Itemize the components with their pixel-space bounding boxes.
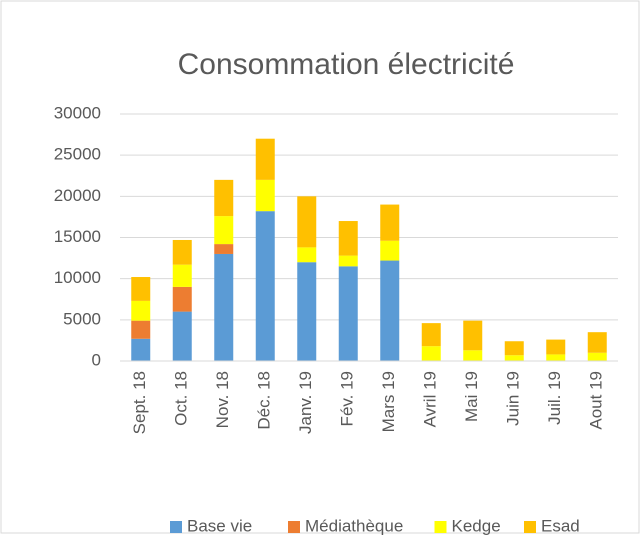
bar-segment [504, 341, 524, 356]
bar-segment [131, 338, 151, 361]
bar-segment [255, 211, 275, 361]
legend-label: Kedge [452, 516, 501, 535]
x-tick-label: Déc. 18 [255, 371, 274, 430]
bar-segment [504, 355, 524, 361]
legend-label: Médiathèque [305, 516, 403, 535]
bar-segment [297, 247, 317, 263]
bar-segment [463, 350, 483, 361]
y-tick-label: 0 [92, 350, 101, 369]
bar-segment [380, 204, 400, 241]
bar-segment [338, 221, 358, 256]
y-tick-label: 5000 [63, 309, 101, 328]
bar-segment [214, 244, 234, 254]
bar-segment [131, 277, 151, 301]
bar-segment [297, 196, 317, 248]
bar-segment [214, 253, 234, 361]
bar-segment [338, 266, 358, 361]
x-tick-label: Nov. 18 [213, 371, 232, 428]
bar-segment [380, 240, 400, 261]
bar-segment [338, 255, 358, 267]
legend-swatch [288, 521, 300, 533]
x-tick-label: Oct. 18 [172, 371, 191, 426]
bar-segment [131, 320, 151, 339]
x-tick-label: Juin 19 [504, 371, 523, 426]
bar-segment [297, 262, 317, 361]
x-tick-label: Sept. 18 [130, 371, 149, 434]
bar-segment [172, 286, 192, 312]
bar-segment [421, 323, 441, 347]
bar-segment [380, 260, 400, 361]
y-tick-label: 20000 [54, 186, 101, 205]
chart-title: Consommation électricité [178, 48, 515, 81]
bar-segment [463, 320, 483, 351]
x-tick-label: Juil. 19 [545, 371, 564, 425]
x-tick-label: Avril 19 [421, 371, 440, 427]
bar-segment [172, 239, 192, 265]
x-tick-label: Janv. 19 [296, 371, 315, 434]
x-tick-label: Aout 19 [587, 371, 606, 430]
bar-segment [421, 346, 441, 361]
y-tick-label: 30000 [54, 103, 101, 122]
x-tick-label: Fév. 19 [338, 371, 357, 426]
y-tick-label: 15000 [54, 227, 101, 246]
bar-segment [546, 339, 566, 355]
bar-segment [172, 311, 192, 361]
legend-label: Esad [541, 516, 580, 535]
x-tick-label: Mars 19 [379, 371, 398, 432]
x-tick-label: Mai 19 [462, 371, 481, 422]
bar-segment [255, 138, 275, 180]
legend-swatch [524, 521, 536, 533]
y-tick-label: 25000 [54, 145, 101, 164]
legend-swatch [434, 521, 447, 533]
bar-segment [587, 332, 607, 353]
legend-swatch [170, 521, 182, 533]
bar-segment [131, 300, 151, 321]
legend-label: Base vie [187, 516, 252, 535]
bar-segment [255, 179, 275, 212]
bar-segment [214, 179, 234, 217]
y-tick-label: 10000 [54, 268, 101, 287]
bar-segment [587, 352, 607, 361]
bar-segment [214, 216, 234, 245]
bar-segment [172, 264, 192, 287]
bar-segment [546, 354, 566, 361]
